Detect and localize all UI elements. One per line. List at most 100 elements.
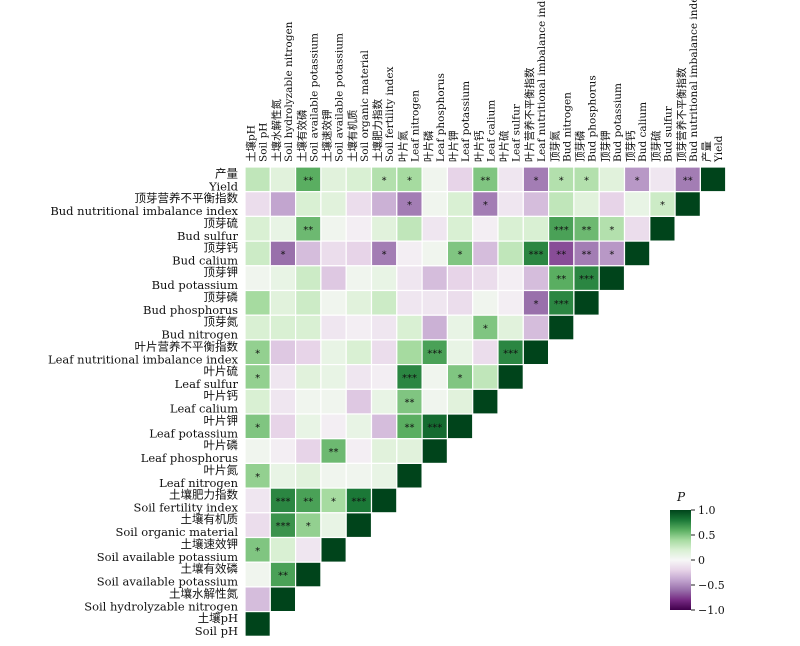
row-label-en: Leaf sulfur: [175, 377, 239, 391]
heatmap-cell: [269, 166, 297, 193]
heatmap-cell: [295, 388, 322, 415]
heatmap-cell: [547, 240, 575, 267]
heatmap-cells: [244, 166, 727, 637]
column-label-en: Leaf potassium: [460, 81, 472, 162]
significance-marker: **: [404, 422, 414, 433]
heatmap-cell: [497, 289, 524, 316]
heatmap-cell: [320, 364, 347, 390]
heatmap-cell: [421, 240, 449, 267]
heatmap-cell: [345, 413, 373, 440]
heatmap-cell: [269, 438, 297, 465]
significance-marker: ***: [579, 274, 594, 285]
significance-marker: *: [609, 225, 614, 236]
row-label-en: Bud potassium: [152, 278, 239, 292]
row-label-cn: 顶芽氮: [204, 315, 239, 329]
heatmap-cell: [295, 536, 322, 563]
heatmap-cell: [320, 289, 347, 316]
heatmap-cell: [396, 462, 423, 489]
significance-marker: *: [458, 249, 463, 260]
column-label-en: Bud sulfur: [662, 105, 674, 162]
heatmap-cell: [598, 191, 626, 217]
heatmap-cell: [396, 265, 423, 292]
heatmap-cell: [472, 339, 499, 366]
heatmap-cell: [269, 339, 297, 366]
column-label-cn: 顶芽磷: [574, 130, 587, 162]
significance-marker: *: [635, 175, 640, 186]
heatmap-cell: [497, 339, 524, 366]
significance-marker: **: [329, 447, 339, 458]
heatmap-cell: [396, 314, 423, 341]
column-label-cn: 叶片硫: [498, 130, 511, 162]
heatmap-cell: [446, 339, 474, 366]
column-label-cn: 顶芽营养不平衡指数: [675, 67, 688, 162]
heatmap-cell: [345, 388, 373, 415]
heatmap-cell: [345, 462, 373, 489]
heatmap-cell: [269, 265, 297, 292]
significance-marker: *: [331, 496, 336, 507]
heatmap-cell: [396, 240, 423, 267]
heatmap-cell: [345, 339, 373, 366]
heatmap-cell: [295, 215, 322, 242]
heatmap-cell: [320, 265, 347, 292]
heatmap-cell: [547, 166, 575, 193]
significance-marker: *: [660, 200, 665, 211]
significance-marker: *: [255, 373, 260, 384]
heatmap-cell: [320, 166, 347, 193]
significance-marker: *: [609, 249, 614, 260]
heatmap-cell: [497, 240, 524, 267]
significance-marker: **: [582, 249, 592, 260]
heatmap-cell: [269, 191, 297, 217]
significance-marker: ***: [275, 496, 290, 507]
significance-marker: *: [255, 348, 260, 359]
significance-marker: *: [458, 373, 463, 384]
significance-marker: *: [533, 175, 538, 186]
significance-marker: **: [480, 175, 490, 186]
significance-marker: ***: [554, 225, 569, 236]
heatmap-cell: [396, 339, 423, 366]
row-label-cn: 叶片钙: [204, 389, 239, 403]
heatmap-cell: [244, 191, 271, 217]
heatmap-cell: [421, 191, 449, 217]
heatmap-cell: [497, 215, 524, 242]
heatmap-cell: [699, 166, 727, 193]
significance-marker: **: [278, 571, 288, 582]
row-label-en: Leaf potassium: [149, 426, 238, 440]
significance-marker: ***: [275, 521, 290, 532]
heatmap-cell: [244, 388, 271, 415]
heatmap-cell: [421, 289, 449, 316]
column-label-en: Bud phosphorus: [587, 75, 599, 162]
heatmap-cell: [244, 512, 271, 539]
heatmap-cell: [320, 339, 347, 366]
heatmap-cell: [244, 536, 271, 563]
row-label-en: Yield: [208, 179, 239, 193]
heatmap-cell: [370, 413, 398, 440]
significance-marker: ***: [427, 348, 442, 359]
heatmap-cell: [421, 265, 449, 292]
heatmap-cell: [370, 191, 398, 217]
heatmap-cell: [472, 166, 499, 193]
column-label-cn: 产量: [700, 141, 713, 162]
heatmap-cell: [320, 314, 347, 341]
colorbar-tick-label: 0: [698, 554, 705, 567]
column-labels: 土壤pH Soil pH 土壤水解性氮 Soil hydrolyzable nitro…: [245, 0, 725, 163]
heatmap-cell: [320, 462, 347, 489]
row-label-en: Leaf nutritional imbalance index: [48, 352, 239, 366]
heatmap-cell: [396, 289, 423, 316]
heatmap-cell: [295, 240, 322, 267]
significance-marker: ***: [503, 348, 518, 359]
colorbar-gradient: [670, 510, 691, 610]
heatmap-cell: [649, 166, 676, 193]
colorbar: P 1.0 0.5 0 −0.5 −1.0: [670, 490, 725, 617]
column-label-cn: 顶芽钾: [599, 131, 612, 163]
heatmap-cell: [345, 166, 373, 193]
row-label-cn: 顶芽硫: [204, 216, 239, 230]
row-label-en: Leaf calium: [170, 402, 238, 416]
heatmap-cell: [295, 462, 322, 489]
column-label-en: Soil fertility index: [384, 66, 396, 162]
colorbar-tick-label: −1.0: [698, 604, 725, 617]
heatmap-cell: [295, 561, 322, 588]
heatmap-cell: [295, 438, 322, 465]
heatmap-cell: [547, 191, 575, 217]
heatmap-cell: [547, 314, 575, 341]
heatmap-cell: [244, 240, 271, 267]
